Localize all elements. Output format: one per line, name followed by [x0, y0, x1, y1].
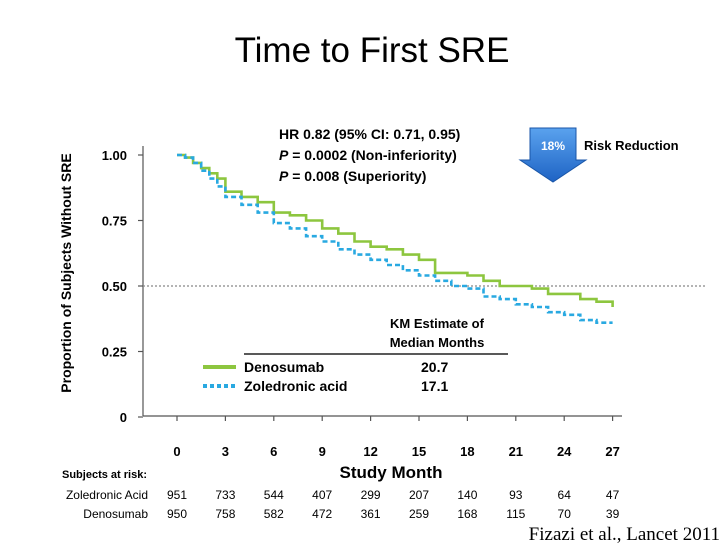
risk-row-label-zoledronic: Zoledronic Acid [66, 488, 148, 502]
hazard-ratio-text: HR 0.82 (95% CI: 0.71, 0.95) [279, 126, 460, 142]
km-header-line2: Median Months [390, 335, 485, 350]
risk-table-cell: 207 [409, 488, 429, 502]
y-ticks: 0 0.25 0.50 0.75 1.00 [102, 148, 143, 425]
risk-table-cell: 115 [506, 507, 525, 521]
x-tick-label: 6 [270, 444, 277, 459]
risk-table-cell: 582 [264, 507, 284, 521]
risk-table-cell: 951 [167, 488, 187, 502]
risk-table-cell: 544 [264, 488, 284, 502]
x-tick-label: 27 [605, 444, 619, 459]
risk-reduction-label: Risk Reduction [584, 138, 679, 153]
km-header-line1: KM Estimate of [390, 316, 485, 331]
risk-table-cell: 299 [361, 488, 381, 502]
risk-table-cell: 407 [312, 488, 332, 502]
x-tick-label: 3 [222, 444, 229, 459]
x-axis-label: Study Month [340, 463, 443, 482]
risk-table-values: 951 733 544 407 299 207 140 93 64 47 950 758 582 472 3… [167, 488, 620, 521]
p-value-text: = 0.0002 (Non-inferiority) [288, 147, 456, 163]
y-tick-label: 0.50 [102, 279, 127, 294]
risk-reduction-percent: 18% [541, 139, 565, 153]
risk-table-cell: 39 [606, 507, 620, 521]
risk-table-cell: 758 [215, 507, 235, 521]
x-tick-label: 15 [412, 444, 426, 459]
p-value-superiority: P = 0.008 (Superiority) [279, 168, 426, 184]
risk-table-cell: 168 [457, 507, 477, 521]
series-line-zoledronic-acid [177, 153, 613, 324]
risk-table-cell: 47 [606, 488, 620, 502]
risk-table-cell: 140 [457, 488, 477, 502]
risk-table-cell: 950 [167, 507, 187, 521]
risk-table-cell: 733 [215, 488, 235, 502]
risk-table-cell: 93 [509, 488, 523, 502]
series-line-denosumab [177, 153, 614, 307]
x-tick-label: 24 [557, 444, 572, 459]
x-tick-label: 0 [173, 444, 180, 459]
legend-denosumab-label: Denosumab [244, 359, 324, 375]
risk-reduction-arrow-icon [518, 127, 588, 183]
legend-zoledronic-label: Zoledronic acid [244, 378, 347, 394]
risk-table-cell: 472 [312, 507, 332, 521]
series-layer [177, 153, 614, 324]
risk-table-cell: 64 [558, 488, 572, 502]
p-label: P [279, 168, 289, 184]
p-label: P [279, 147, 289, 163]
p-value-noninferiority: P = 0.0002 (Non-inferiority) [279, 147, 457, 163]
risk-row-label-denosumab: Denosumab [83, 507, 148, 521]
median-zoledronic-value: 17.1 [421, 378, 448, 394]
slide-title: Time to First SRE [235, 31, 510, 70]
x-tick-label: 21 [509, 444, 523, 459]
risk-table-header: Subjects at risk: [62, 469, 147, 481]
x-tick-label: 12 [363, 444, 377, 459]
risk-table-cell: 361 [361, 507, 381, 521]
y-tick-label: 0.75 [102, 214, 127, 229]
risk-table-cell: 259 [409, 507, 429, 521]
median-denosumab-value: 20.7 [421, 359, 448, 375]
y-tick-label: 0 [120, 410, 127, 425]
p-value-text: = 0.008 (Superiority) [288, 168, 426, 184]
y-tick-label: 0.25 [102, 345, 127, 360]
x-tick-label: 18 [460, 444, 474, 459]
risk-table-cell: 70 [558, 507, 572, 521]
y-axis-label: Proportion of Subjects Without SRE [58, 153, 74, 392]
citation: Fizazi et al., Lancet 2011 [529, 524, 720, 545]
x-tick-label: 9 [319, 444, 326, 459]
y-tick-label: 1.00 [102, 148, 127, 163]
x-ticks: 0 3 6 9 12 15 18 21 24 27 [173, 416, 620, 459]
